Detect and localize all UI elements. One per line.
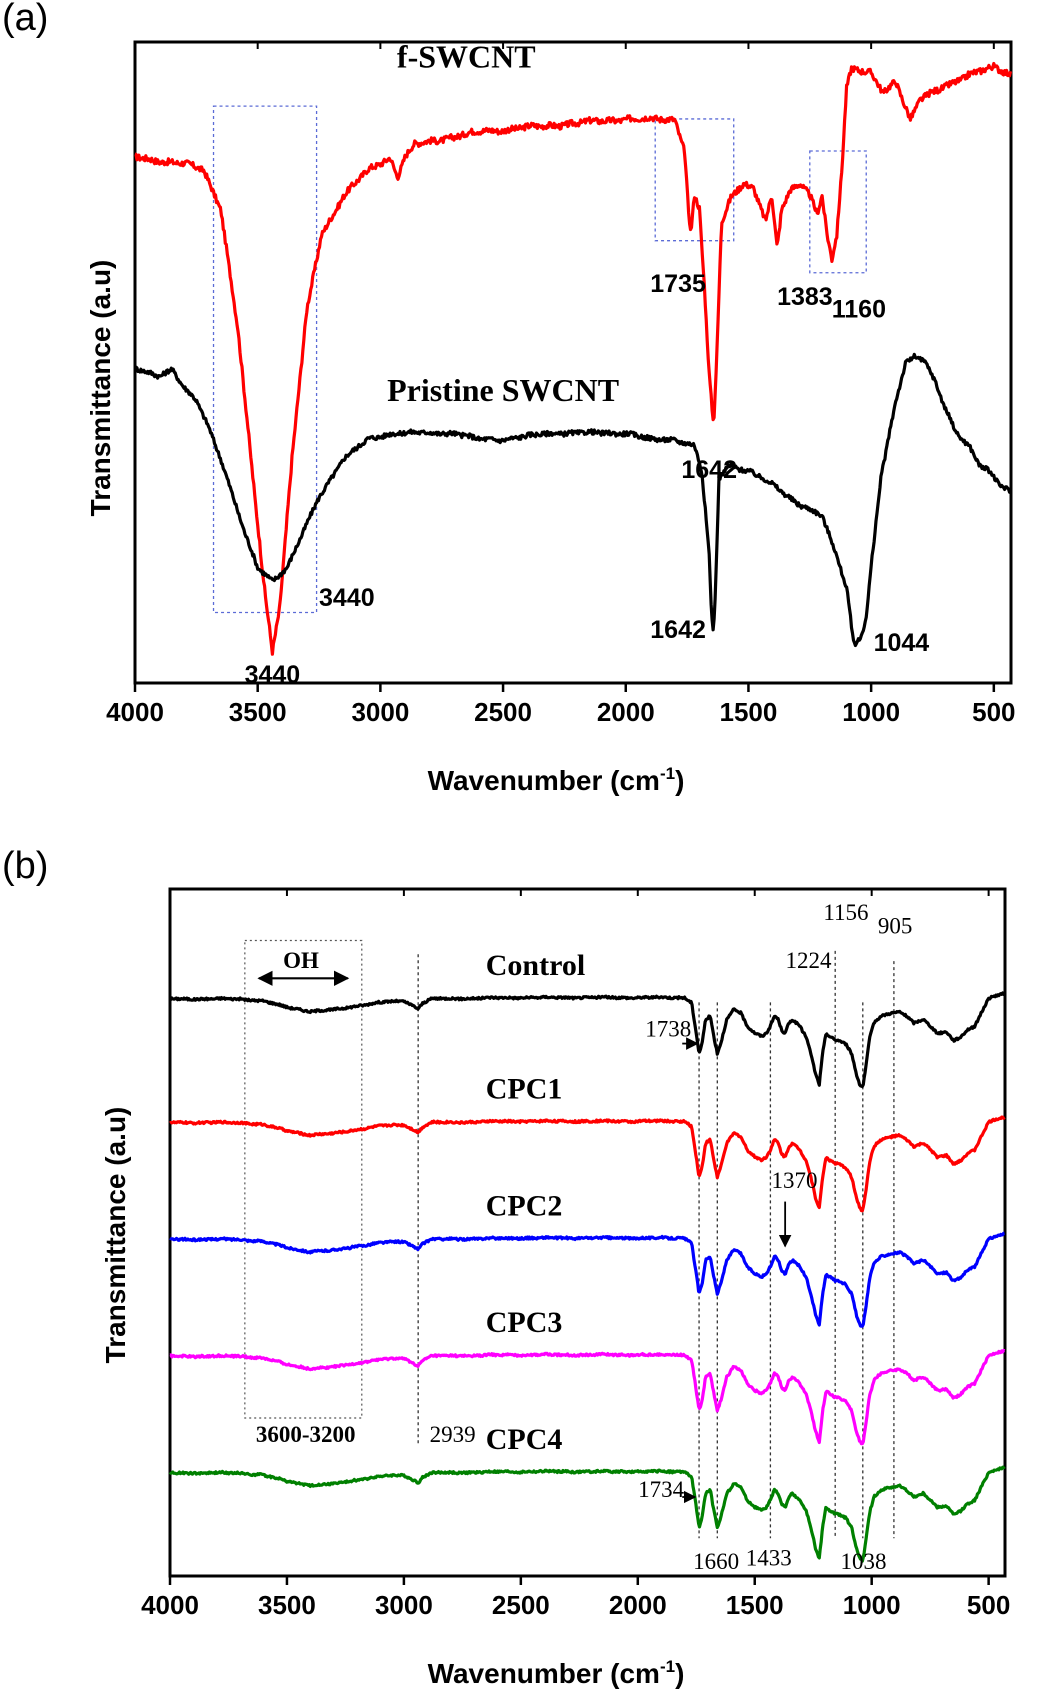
annotation-label-b-10: 1370 <box>771 1168 817 1193</box>
annotation-label-b-4: CPC3 <box>486 1306 563 1339</box>
series-line-cpc2 <box>169 1231 1006 1328</box>
series-line-cpc4 <box>168 1465 1006 1563</box>
peak-label-a-6: 1642 <box>650 616 706 644</box>
peak-label-a-2: 1642 <box>681 456 737 484</box>
x-tick-label-b-1500: 1500 <box>726 1590 784 1620</box>
x-tick-label-a-3500: 3500 <box>229 697 287 727</box>
x-tick-label-a-2500: 2500 <box>474 697 532 727</box>
x-tick-label-a-500: 500 <box>972 697 1015 727</box>
peak-label-a-5: 3440 <box>319 584 375 612</box>
plot-frame-a <box>133 40 1013 685</box>
x-tick-label-a-2000: 2000 <box>597 697 655 727</box>
annotation-label-b-1: Control <box>486 949 585 982</box>
y-axis-title-a: Transmittance (a.u) <box>85 260 116 517</box>
annotation-label-b-8: 1224 <box>786 948 833 973</box>
plot-frame-b <box>168 887 1007 1578</box>
y-axis-title-b: Transmittance (a.u) <box>100 1107 131 1364</box>
peak-label-a-0: 3440 <box>245 661 301 689</box>
x-tick-label-b-2000: 2000 <box>609 1590 667 1620</box>
annotation-label-b-6: 1156 <box>823 900 868 925</box>
panel-b-letter: (b) <box>2 845 48 887</box>
annotation-label-b-14: 1660 <box>693 1549 739 1574</box>
annotation-label-b-15: 1433 <box>746 1546 792 1571</box>
dashed-region-box-1 <box>654 118 735 242</box>
annotation-label-b-7: 905 <box>878 914 913 939</box>
annotation-label-b-13: 1734 <box>638 1477 685 1502</box>
x-tick-label-a-1500: 1500 <box>720 697 778 727</box>
x-tick-label-b-3000: 3000 <box>375 1590 433 1620</box>
x-tick-label-a-3000: 3000 <box>351 697 409 727</box>
panel-a: (a) 4000 3500 3000 2500 2000 1500 1000 500 f-SWC… <box>2 0 1016 796</box>
peak-label-a-3: 1383 <box>777 283 833 311</box>
annotation-label-b-5: CPC4 <box>486 1423 563 1456</box>
series-label-0: f-SWCNT <box>397 39 536 75</box>
x-axis-title-b: Wavenumber (cm-1) <box>428 1657 685 1689</box>
panel-b: (b) 4000 3500 3000 2500 2000 1500 1000 500 OH Con… <box>2 845 1010 1689</box>
dashed-region-box-0 <box>212 105 318 614</box>
dashed-region-box-2 <box>809 150 867 274</box>
annotation-label-b-16: 1038 <box>840 1549 886 1574</box>
annotation-label-b-0: OH <box>283 948 319 973</box>
plot-area-a: 4000 3500 3000 2500 2000 1500 1000 500 f-SWCNT Pr… <box>106 39 1015 727</box>
x-tick-label-a-4000: 4000 <box>106 697 164 727</box>
series-line-cpc3 <box>169 1348 1006 1446</box>
series-line-cpc1 <box>169 1115 1006 1213</box>
series-line-f-swcnt <box>134 61 1013 656</box>
x-axis-title-a: Wavenumber (cm-1) <box>428 764 685 796</box>
oh-region-box <box>244 939 363 1419</box>
annotation-label-b-12: 3600-3200 <box>256 1422 356 1447</box>
plot-area-b: 4000 3500 3000 2500 2000 1500 1000 500 OH Control… <box>141 887 1010 1620</box>
peak-label-a-1: 1735 <box>650 270 706 298</box>
series-line-control <box>169 991 1006 1089</box>
annotation-label-b-3: CPC2 <box>486 1189 563 1222</box>
x-tick-label-b-500: 500 <box>967 1590 1010 1620</box>
x-tick-label-b-4000: 4000 <box>141 1590 199 1620</box>
x-tick-label-a-1000: 1000 <box>842 697 900 727</box>
peak-label-a-7: 1044 <box>874 629 930 657</box>
annotation-label-b-11: 2939 <box>430 1422 476 1447</box>
annotation-label-b-2: CPC1 <box>486 1073 563 1106</box>
peak-label-a-4: 1160 <box>832 296 886 324</box>
series-line-pristine-swcnt <box>133 352 1013 648</box>
series-label-1: Pristine SWCNT <box>387 372 619 408</box>
x-tick-label-b-1000: 1000 <box>843 1590 901 1620</box>
x-tick-label-b-2500: 2500 <box>492 1590 550 1620</box>
annotation-label-b-9: 1738 <box>645 1017 691 1042</box>
x-tick-label-b-3500: 3500 <box>258 1590 316 1620</box>
panel-a-letter: (a) <box>2 0 48 39</box>
